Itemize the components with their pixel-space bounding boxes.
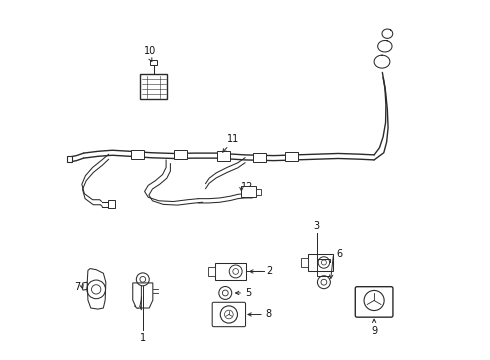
- FancyBboxPatch shape: [308, 254, 333, 271]
- FancyBboxPatch shape: [355, 287, 393, 317]
- FancyBboxPatch shape: [212, 302, 245, 327]
- Text: 5: 5: [245, 288, 251, 298]
- Text: 11: 11: [227, 134, 239, 144]
- Text: 12: 12: [242, 182, 254, 192]
- FancyBboxPatch shape: [131, 149, 144, 159]
- FancyBboxPatch shape: [67, 156, 72, 162]
- Polygon shape: [133, 283, 153, 308]
- FancyBboxPatch shape: [174, 149, 187, 159]
- FancyBboxPatch shape: [242, 186, 256, 197]
- FancyBboxPatch shape: [256, 189, 262, 195]
- Text: 1: 1: [140, 333, 146, 343]
- Text: 9: 9: [371, 326, 377, 336]
- FancyBboxPatch shape: [208, 267, 216, 276]
- FancyBboxPatch shape: [217, 151, 230, 161]
- Text: 10: 10: [144, 46, 156, 56]
- Text: 6: 6: [337, 248, 343, 258]
- FancyBboxPatch shape: [140, 74, 167, 99]
- Text: 3: 3: [314, 221, 320, 231]
- Text: 4: 4: [134, 301, 140, 311]
- Text: 2: 2: [266, 266, 272, 276]
- FancyBboxPatch shape: [150, 60, 157, 65]
- FancyBboxPatch shape: [108, 200, 115, 208]
- Polygon shape: [87, 269, 106, 309]
- Text: 7: 7: [74, 282, 80, 292]
- FancyBboxPatch shape: [285, 152, 298, 161]
- FancyBboxPatch shape: [216, 263, 246, 280]
- FancyBboxPatch shape: [253, 153, 266, 162]
- Text: 8: 8: [266, 310, 272, 319]
- Polygon shape: [82, 282, 87, 290]
- FancyBboxPatch shape: [300, 258, 308, 267]
